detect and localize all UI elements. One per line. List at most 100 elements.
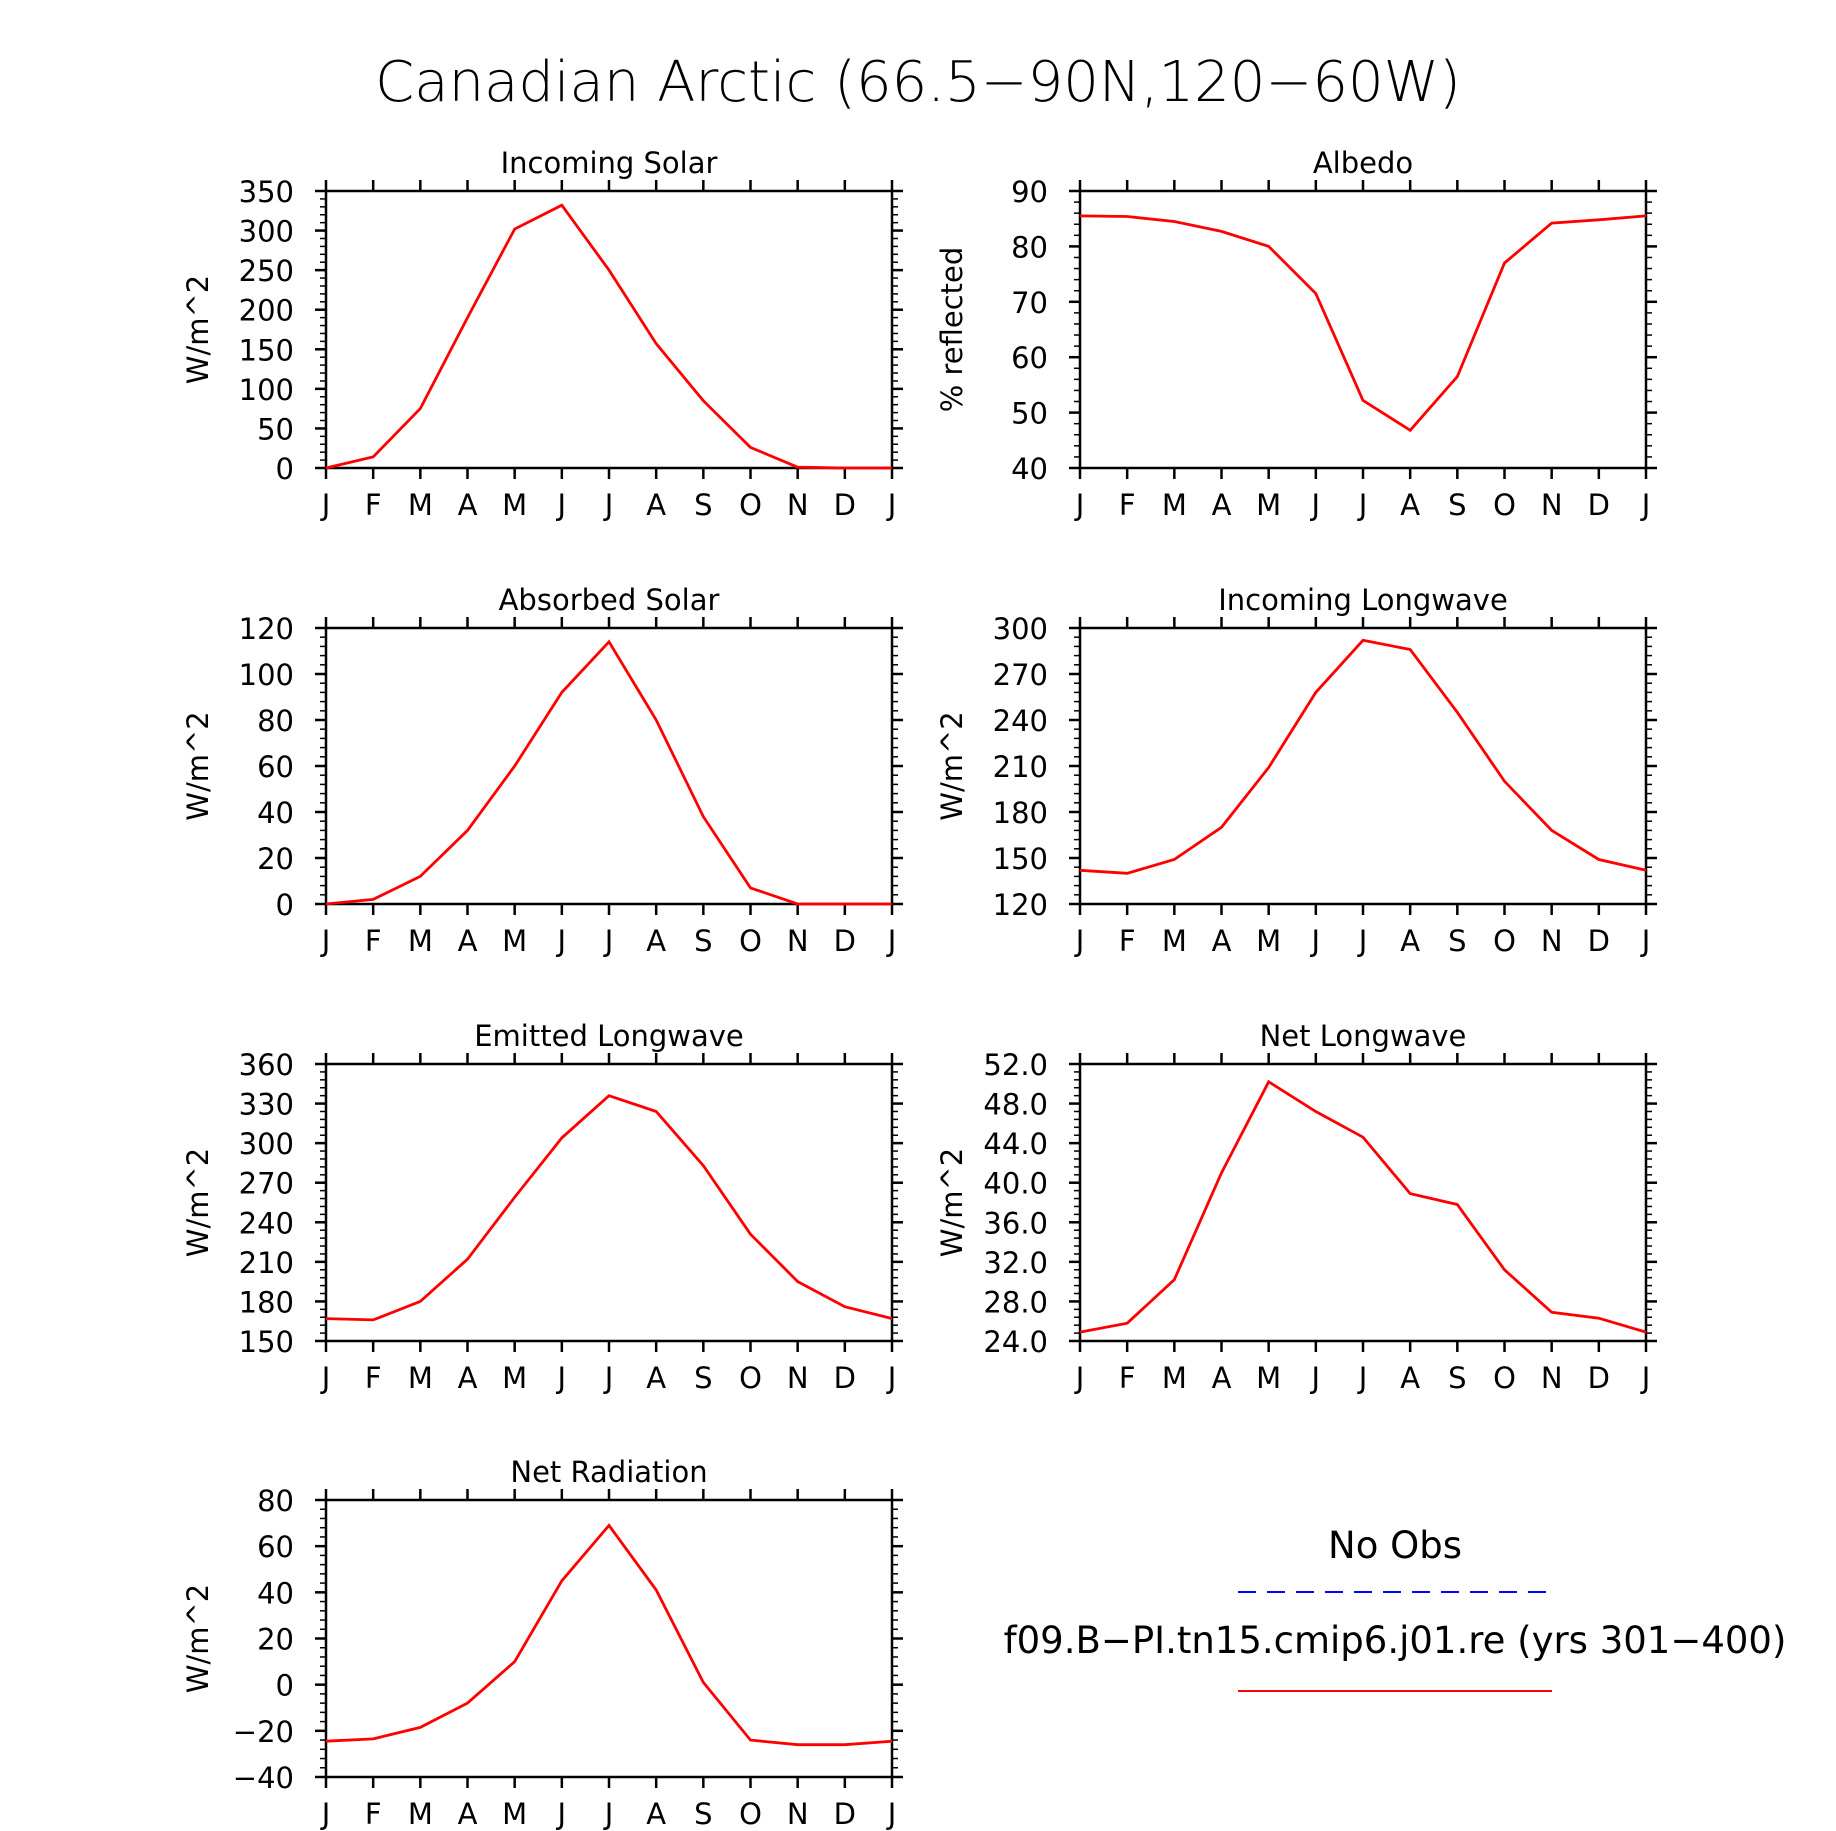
panel-title: Net Longwave (1260, 1019, 1467, 1053)
x-tick-label: O (739, 924, 762, 958)
x-tick-label: J (1074, 924, 1085, 958)
y-axis-label: W/m^2 (181, 275, 215, 384)
y-tick-label: 40 (1011, 452, 1048, 486)
y-tick-label: 90 (1011, 175, 1048, 209)
y-axis-label: W/m^2 (181, 711, 215, 820)
y-tick-label: 270 (239, 1167, 294, 1201)
x-tick-label: A (1400, 924, 1420, 958)
y-tick-label: 120 (993, 888, 1048, 922)
x-tick-label: O (1493, 924, 1516, 958)
x-tick-label: J (603, 924, 614, 958)
x-tick-label: F (1119, 924, 1136, 958)
y-tick-label: 50 (1011, 397, 1048, 431)
x-tick-label: M (502, 1797, 527, 1831)
x-tick-label: J (556, 488, 567, 522)
x-tick-label: J (1310, 488, 1321, 522)
x-tick-label: J (556, 1361, 567, 1395)
y-tick-label: 70 (1011, 286, 1048, 320)
x-tick-label: M (1162, 924, 1187, 958)
x-tick-label: M (408, 924, 433, 958)
y-tick-label: 60 (257, 750, 294, 784)
panel-net-longwave: J F M A M J J A S O N D J24.028.032.036.040.044.048.… (935, 1019, 1657, 1395)
plot-frame (1078, 1062, 1648, 1343)
x-tick-label: A (646, 924, 666, 958)
panel-title: Albedo (1313, 146, 1413, 180)
x-tick-label: J (886, 1361, 897, 1395)
x-tick-label: N (787, 1361, 809, 1395)
x-tick-label: M (408, 488, 433, 522)
x-tick-label: N (787, 924, 809, 958)
x-tick-label: A (1212, 924, 1232, 958)
x-tick-label: M (1162, 488, 1187, 522)
x-tick-label: A (646, 1797, 666, 1831)
y-tick-label: 100 (239, 658, 294, 692)
x-tick-label: J (886, 924, 897, 958)
y-tick-label: 80 (257, 1484, 294, 1518)
y-tick-label: 100 (239, 373, 294, 407)
panel-incoming-longwave: J F M A M J J A S O N D J120150180210240270300Incomi… (935, 583, 1657, 958)
y-tick-label: 80 (257, 704, 294, 738)
series-line (1079, 1079, 1647, 1334)
x-tick-label: O (739, 1361, 762, 1395)
x-tick-label: J (1074, 488, 1085, 522)
y-tick-label: 28.0 (983, 1285, 1048, 1319)
y-tick-label: 40 (257, 796, 294, 830)
x-tick-label: S (694, 1797, 712, 1831)
series-line (325, 1094, 893, 1322)
x-tick-label: M (408, 1797, 433, 1831)
x-tick-label: S (1448, 1361, 1466, 1395)
x-tick-label: O (739, 1797, 762, 1831)
x-tick-label: F (365, 1361, 382, 1395)
x-tick-label: A (458, 488, 478, 522)
series-line (325, 639, 892, 906)
y-tick-label: 60 (1011, 341, 1048, 375)
x-tick-label: J (1357, 924, 1368, 958)
x-tick-label: F (365, 488, 382, 522)
x-tick-label: M (1256, 488, 1281, 522)
x-tick-label: A (646, 488, 666, 522)
y-tick-label: 50 (257, 412, 294, 446)
x-tick-label: S (1448, 488, 1466, 522)
x-tick-label: J (320, 1797, 331, 1831)
x-tick-label: O (1493, 1361, 1516, 1395)
x-tick-label: F (1119, 488, 1136, 522)
y-tick-label: 0 (276, 1669, 294, 1703)
series-line (1079, 214, 1647, 433)
y-tick-label: 24.0 (983, 1325, 1048, 1359)
plot-frame (324, 626, 894, 906)
y-tick-label: 270 (993, 658, 1048, 692)
x-tick-label: M (1256, 1361, 1281, 1395)
x-tick-label: J (1074, 1361, 1085, 1395)
x-tick-label: D (1588, 1361, 1610, 1395)
figure-title: Canadian Arctic (66.5−90N,120−60W) (375, 50, 1461, 115)
series-line (325, 1523, 893, 1747)
x-tick-label: M (502, 488, 527, 522)
y-axis-label: W/m^2 (935, 711, 969, 820)
x-tick-label: A (1212, 488, 1232, 522)
x-tick-label: J (1640, 924, 1651, 958)
y-tick-label: 180 (993, 796, 1048, 830)
x-tick-label: J (320, 1361, 331, 1395)
y-tick-label: 150 (239, 1325, 294, 1359)
y-tick-label: 350 (239, 175, 294, 209)
y-tick-label: 240 (993, 704, 1048, 738)
y-tick-label: 52.0 (983, 1048, 1048, 1082)
x-tick-label: J (556, 1797, 567, 1831)
x-tick-label: J (1640, 488, 1651, 522)
x-tick-label: F (365, 1797, 382, 1831)
x-tick-label: D (834, 1797, 856, 1831)
x-tick-label: N (787, 488, 809, 522)
x-tick-label: J (1310, 924, 1321, 958)
y-tick-label: 210 (239, 1246, 294, 1280)
y-axis-label: % reflected (935, 247, 969, 413)
y-tick-label: 0 (276, 452, 294, 486)
x-tick-label: O (739, 488, 762, 522)
panel-title: Net Radiation (510, 1455, 707, 1489)
x-tick-label: J (603, 1797, 614, 1831)
y-tick-label: 120 (239, 612, 294, 646)
x-tick-label: J (1310, 1361, 1321, 1395)
x-tick-label: J (886, 1797, 897, 1831)
